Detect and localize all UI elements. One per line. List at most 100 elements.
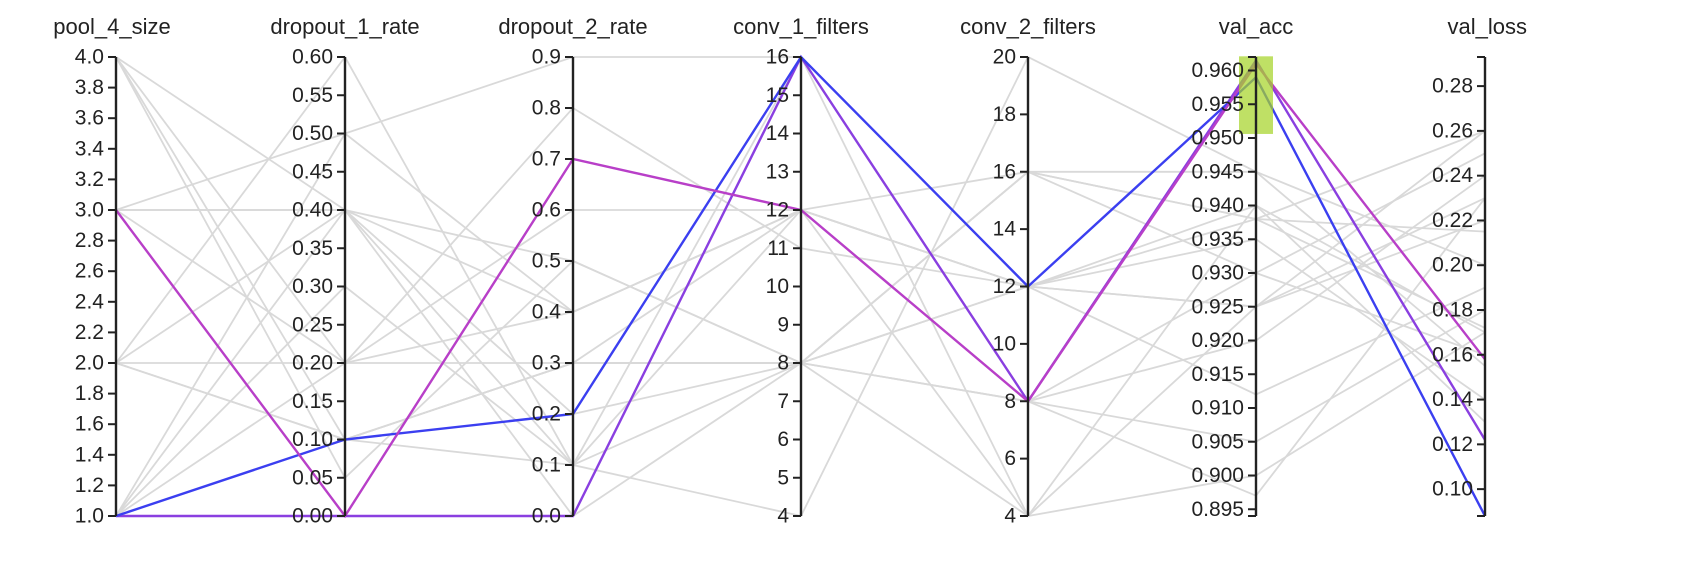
tick-label: 0.15 xyxy=(292,390,333,413)
tick-label: 0.0 xyxy=(532,505,561,528)
tick-label: 8 xyxy=(1004,390,1016,413)
tick-label: 0.50 xyxy=(292,122,333,145)
tick-label: 0.915 xyxy=(1191,363,1244,386)
tick-label: 0.905 xyxy=(1191,430,1244,453)
axis-dropout_1_rate: 0.00 0.05 0.10 0.15 0.20 0.25 0.30 0.35 0.40 0.45… xyxy=(270,14,419,528)
tick-label: 9 xyxy=(777,313,789,336)
tick-label: 16 xyxy=(993,160,1016,183)
tick-label: 1.2 xyxy=(75,474,104,497)
tick-label: 3.4 xyxy=(75,137,105,160)
tick-label: 0.9 xyxy=(532,46,561,69)
tick-label: 4.0 xyxy=(75,46,104,69)
tick-label: 0.22 xyxy=(1432,209,1473,232)
tick-label: 3.6 xyxy=(75,107,104,130)
axis-title[interactable]: dropout_1_rate xyxy=(270,14,419,39)
tick-label: 11 xyxy=(767,237,789,260)
tick-label: 0.30 xyxy=(292,275,333,298)
tick-label: 1.6 xyxy=(75,413,104,436)
tick-label: 0.35 xyxy=(292,237,333,260)
tick-label: 18 xyxy=(993,103,1016,126)
tick-label: 2.6 xyxy=(75,260,104,283)
tick-label: 0.26 xyxy=(1432,119,1473,142)
tick-label: 4 xyxy=(777,505,789,528)
axis-val_acc: 0.895 0.900 0.905 0.910 0.915 0.920 0.925 0.930… xyxy=(1191,14,1293,521)
tick-label: 0.895 xyxy=(1191,498,1244,521)
axis-title[interactable]: val_loss xyxy=(1448,14,1527,39)
axis-dropout_2_rate: 0.0 0.1 0.2 0.3 0.4 0.5 0.6 0.7 0.8 0.9 dropout_2_… xyxy=(498,14,647,528)
tick-label: 16 xyxy=(766,46,789,69)
tick-label: 0.40 xyxy=(292,199,333,222)
axis-val_loss: 0.10 0.12 0.14 0.16 0.18 0.20 0.22 0.24 0.26 0.28… xyxy=(1432,14,1527,517)
tick-label: 0.945 xyxy=(1191,160,1244,183)
tick-label: 3.0 xyxy=(75,199,104,222)
tick-label: 0.24 xyxy=(1432,164,1473,187)
tick-label: 1.8 xyxy=(75,382,104,405)
tick-label: 0.960 xyxy=(1191,59,1244,82)
axis-title[interactable]: val_acc xyxy=(1219,14,1294,39)
tick-label: 0.10 xyxy=(292,428,333,451)
tick-label: 0.12 xyxy=(1432,433,1473,456)
tick-label: 1.0 xyxy=(75,505,104,528)
tick-label: 2.8 xyxy=(75,229,104,252)
tick-label: 10 xyxy=(766,275,789,298)
tick-label: 0.950 xyxy=(1191,127,1244,150)
tick-label: 0.935 xyxy=(1191,228,1244,251)
tick-label: 13 xyxy=(766,160,789,183)
tick-label: 1.4 xyxy=(75,443,105,466)
tick-label: 0.1 xyxy=(532,454,561,477)
tick-label: 12 xyxy=(766,199,789,222)
tick-label: 3.2 xyxy=(75,168,104,191)
tick-label: 7 xyxy=(777,390,789,413)
tick-label: 0.955 xyxy=(1191,93,1244,116)
tick-label: 0.925 xyxy=(1191,295,1244,318)
axis-title[interactable]: conv_1_filters xyxy=(733,14,869,39)
axis-title[interactable]: conv_2_filters xyxy=(960,14,1096,39)
axis-title[interactable]: dropout_2_rate xyxy=(498,14,647,39)
tick-label: 2.0 xyxy=(75,352,104,375)
tick-label: 0.930 xyxy=(1191,262,1244,285)
tick-label: 12 xyxy=(993,275,1016,298)
tick-label: 0.940 xyxy=(1191,194,1244,217)
tick-label: 3.8 xyxy=(75,76,104,99)
tick-label: 6 xyxy=(1004,447,1016,470)
tick-label: 0.910 xyxy=(1191,397,1244,420)
tick-label: 0.05 xyxy=(292,466,333,489)
tick-label: 14 xyxy=(993,218,1017,241)
axis-conv_2_filters: 4 6 8 10 12 14 16 18 20 conv_2_filters xyxy=(960,14,1096,528)
axis-pool_4_size: 1.0 1.2 1.4 1.6 1.8 2.0 2.2 2.4 2.6 2.8 3.0 3.2 3.4 3… xyxy=(53,14,170,528)
tick-label: 0.20 xyxy=(292,352,333,375)
tick-label: 0.00 xyxy=(292,505,333,528)
tick-label: 14 xyxy=(766,122,790,145)
tick-label: 4 xyxy=(1004,505,1016,528)
tick-label: 0.7 xyxy=(532,148,561,171)
axis-title[interactable]: pool_4_size xyxy=(53,14,170,39)
axes-layer: 1.0 1.2 1.4 1.6 1.8 2.0 2.2 2.4 2.6 2.8 3.0 3.2 3.4 3… xyxy=(53,14,1527,528)
tick-label: 0.16 xyxy=(1432,343,1473,366)
tick-label: 0.4 xyxy=(532,301,562,324)
tick-label: 0.6 xyxy=(532,199,561,222)
tick-label: 0.20 xyxy=(1432,254,1473,277)
tick-label: 0.55 xyxy=(292,84,333,107)
tick-label: 0.45 xyxy=(292,160,333,183)
tick-label: 10 xyxy=(993,332,1016,355)
tick-label: 2.2 xyxy=(75,321,104,344)
tick-label: 8 xyxy=(777,352,789,375)
axis-conv_1_filters: 4 5 6 7 8 9 10 11 12 13 14 15 16 conv_1_filters xyxy=(733,14,869,528)
tick-label: 2.4 xyxy=(75,290,105,313)
tick-label: 6 xyxy=(777,428,789,451)
tick-label: 0.10 xyxy=(1432,478,1473,501)
tick-label: 5 xyxy=(777,466,789,489)
tick-label: 15 xyxy=(766,84,789,107)
tick-label: 0.900 xyxy=(1191,464,1244,487)
tick-label: 0.18 xyxy=(1432,299,1473,322)
tick-label: 0.5 xyxy=(532,250,561,273)
tick-label: 0.3 xyxy=(532,352,561,375)
tick-label: 0.2 xyxy=(532,403,561,426)
tick-label: 0.8 xyxy=(532,97,561,120)
tick-label: 0.60 xyxy=(292,46,333,69)
tick-label: 0.28 xyxy=(1432,75,1473,98)
tick-label: 0.25 xyxy=(292,313,333,336)
tick-label: 20 xyxy=(993,46,1016,69)
tick-label: 0.920 xyxy=(1191,329,1244,352)
